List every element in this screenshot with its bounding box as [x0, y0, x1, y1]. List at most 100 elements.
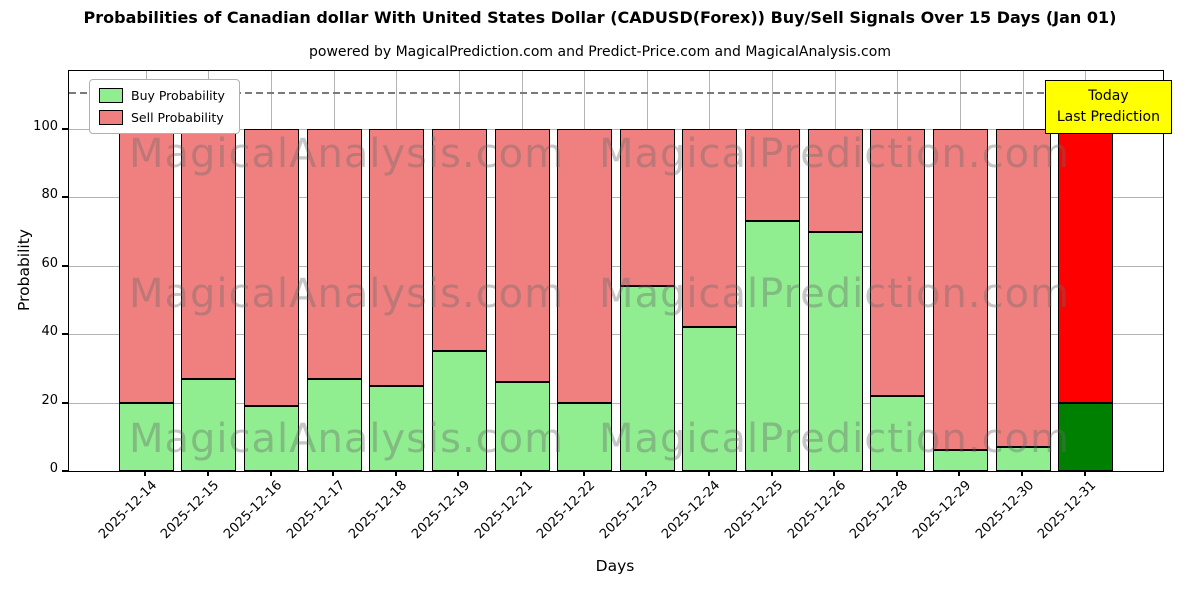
x-tick-mark [707, 471, 710, 476]
bar-sell-segment [494, 129, 550, 383]
x-axis-label: Days [595, 557, 635, 575]
legend-swatch-sell [99, 110, 123, 125]
bar-buy-segment [306, 378, 362, 471]
bar-buy-segment [745, 221, 801, 471]
watermark-text: MagicalPrediction.com [599, 131, 1070, 177]
bar-sell-segment [807, 129, 863, 232]
bar-sell-segment [995, 129, 1051, 448]
y-gridline [69, 197, 1163, 199]
bar-buy-segment [619, 286, 675, 471]
bar-buy-segment [181, 378, 237, 471]
watermark-text: MagicalPrediction.com [599, 271, 1070, 317]
x-tick-mark [645, 471, 648, 476]
x-tick-label: 2025-12-31 [1035, 478, 1100, 543]
watermark-text: MagicalPrediction.com [599, 416, 1070, 462]
x-tick-label: 2025-12-16 [221, 478, 286, 543]
watermark-text: MagicalAnalysis.com [129, 271, 565, 317]
legend-entry-sell: Sell Probability [99, 110, 225, 125]
x-tick-label: 2025-12-30 [972, 478, 1037, 543]
chart-title: Probabilities of Canadian dollar With Un… [83, 8, 1117, 27]
threshold-dashed-line [69, 91, 1163, 94]
x-tick-label: 2025-12-28 [847, 478, 912, 543]
x-tick-mark [457, 471, 460, 476]
y-gridline [69, 129, 1163, 131]
y-tick-mark [62, 196, 68, 199]
x-tick-mark [520, 471, 523, 476]
bar-buy-segment [870, 395, 926, 471]
y-tick-mark [62, 470, 68, 472]
x-tick-mark [1021, 471, 1024, 476]
y-tick-label: 20 [41, 392, 58, 408]
y-tick-label: 100 [33, 119, 58, 135]
x-tick-mark [206, 471, 209, 476]
x-tick-label: 2025-12-24 [659, 478, 724, 543]
bar-buy-segment [1058, 402, 1114, 471]
watermark-text: MagicalAnalysis.com [129, 131, 565, 177]
x-tick-mark [582, 471, 585, 476]
legend-label-sell: Sell Probability [131, 110, 224, 125]
y-tick-label: 0 [49, 461, 58, 476]
x-tick-mark [269, 471, 272, 476]
x-tick-mark [144, 471, 147, 476]
legend-entry-buy: Buy Probability [99, 88, 225, 103]
legend-swatch-buy [99, 88, 123, 103]
bar-buy-segment [682, 327, 738, 471]
x-tick-mark [895, 471, 898, 476]
x-tick-label: 2025-12-18 [346, 478, 411, 543]
legend: Buy Probability Sell Probability [89, 79, 240, 134]
y-tick-mark [62, 401, 68, 404]
bar-buy-segment [932, 450, 988, 471]
bar-sell-segment [369, 129, 425, 386]
x-tick-label: 2025-12-17 [283, 478, 348, 543]
x-tick-mark [332, 471, 335, 476]
y-tick-label: 60 [41, 255, 58, 271]
x-tick-label: 2025-12-23 [596, 478, 661, 543]
y-gridline [69, 265, 1163, 267]
today-annotation-line1: Today [1088, 88, 1129, 104]
y-gridline [69, 334, 1163, 336]
bar-buy-segment [118, 402, 174, 471]
bar-buy-segment [494, 382, 550, 471]
bar-sell-segment [181, 129, 237, 379]
y-gridline [69, 402, 1163, 404]
x-tick-mark [1083, 471, 1086, 476]
x-tick-label: 2025-12-21 [471, 478, 536, 543]
y-tick-label: 40 [41, 324, 58, 340]
bar-sell-segment [118, 129, 174, 403]
x-tick-label: 2025-12-29 [910, 478, 975, 543]
x-tick-label: 2025-12-19 [409, 478, 474, 543]
bar-buy-segment [557, 402, 613, 471]
bar-sell-segment [745, 129, 801, 222]
y-tick-mark [62, 333, 68, 336]
bar-sell-segment [619, 129, 675, 287]
y-tick-mark [62, 128, 68, 131]
watermark-text: MagicalAnalysis.com [129, 416, 565, 462]
bar-sell-segment [431, 129, 487, 352]
x-tick-label: 2025-12-22 [534, 478, 599, 543]
today-annotation: Today Last Prediction [1044, 80, 1172, 134]
bar-sell-segment [557, 129, 613, 403]
bar-sell-segment [932, 129, 988, 451]
bar-buy-segment [369, 385, 425, 471]
x-tick-label: 2025-12-14 [95, 478, 160, 543]
today-annotation-line2: Last Prediction [1056, 109, 1160, 125]
x-tick-label: 2025-12-15 [158, 478, 223, 543]
y-gridline [69, 471, 1163, 472]
chart-subtitle: powered by MagicalPrediction.com and Pre… [309, 44, 891, 60]
bar-buy-segment [244, 406, 300, 471]
y-tick-label: 80 [41, 187, 58, 203]
bar-buy-segment [995, 447, 1051, 471]
legend-label-buy: Buy Probability [131, 88, 225, 103]
x-tick-mark [958, 471, 961, 476]
x-tick-mark [770, 471, 773, 476]
bar-sell-segment [682, 129, 738, 328]
x-tick-mark [394, 471, 397, 476]
bar-buy-segment [807, 231, 863, 471]
x-tick-label: 2025-12-25 [722, 478, 787, 543]
y-tick-mark [62, 264, 68, 267]
x-tick-label: 2025-12-26 [784, 478, 849, 543]
bar-sell-segment [870, 129, 926, 396]
bar-sell-segment [306, 129, 362, 379]
plot-area: Buy Probability Sell Probability Magical… [68, 70, 1164, 472]
